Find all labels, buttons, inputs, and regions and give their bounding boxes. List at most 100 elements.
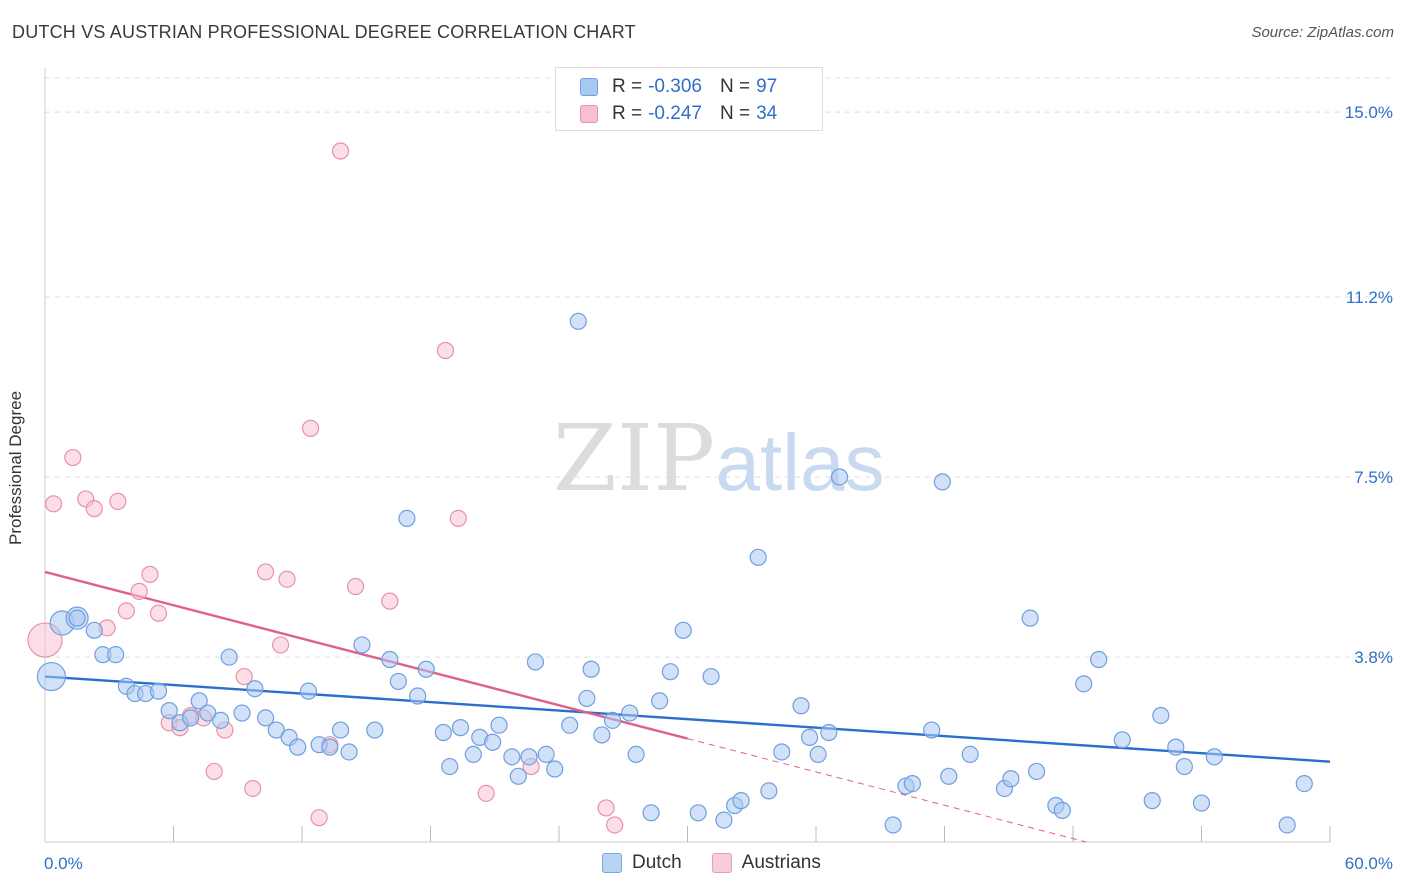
dutch-point bbox=[520, 748, 538, 766]
dutch-point bbox=[267, 721, 285, 739]
dutch-point bbox=[1053, 801, 1071, 819]
dutch-point bbox=[299, 682, 318, 700]
austrian-point bbox=[149, 604, 168, 622]
dutch-point bbox=[569, 312, 587, 330]
dutch-point bbox=[582, 660, 600, 678]
dutch-point bbox=[366, 721, 384, 739]
dutch-point bbox=[627, 745, 645, 764]
dutch-point bbox=[182, 709, 200, 727]
austrian-trend-extension bbox=[687, 738, 1087, 843]
dutch-point bbox=[593, 726, 611, 744]
legend-row-dutch: R = -0.306 N = 97 bbox=[580, 75, 777, 99]
austrian-point bbox=[109, 492, 127, 510]
y-tick-label: 3.8% bbox=[1354, 648, 1393, 667]
dutch-point bbox=[490, 716, 508, 734]
dutch-point bbox=[820, 723, 838, 742]
legend-n-label: N = bbox=[719, 103, 751, 124]
dutch-point bbox=[923, 721, 941, 739]
dutch-point bbox=[578, 689, 596, 708]
dutch-point bbox=[321, 738, 339, 756]
chart-title: DUTCH VS AUSTRIAN PROFESSIONAL DEGREE CO… bbox=[12, 22, 636, 42]
austrian-point bbox=[436, 341, 455, 360]
dutch-point bbox=[792, 697, 810, 715]
legend-swatch-dutch bbox=[602, 853, 622, 873]
dutch-point bbox=[220, 648, 238, 666]
legend-n-value-austrians: 34 bbox=[756, 103, 778, 124]
dutch-point bbox=[961, 745, 979, 764]
dutch-point bbox=[1143, 792, 1161, 810]
y-tick-label: 7.5% bbox=[1354, 468, 1393, 487]
dutch-point bbox=[933, 473, 951, 491]
dutch-point bbox=[1192, 794, 1211, 812]
dutch-point bbox=[199, 704, 217, 722]
dutch-point bbox=[256, 709, 275, 727]
dutch-point bbox=[561, 716, 579, 734]
dutch-point bbox=[1175, 757, 1193, 776]
austrian-point bbox=[301, 419, 320, 437]
dutch-point bbox=[409, 687, 427, 705]
dutch-point bbox=[1002, 770, 1020, 788]
dutch-point bbox=[800, 728, 819, 746]
y-tick-label: 15.0% bbox=[1345, 103, 1393, 122]
data-points bbox=[27, 142, 1313, 834]
series-legend: Dutch Austrians bbox=[602, 852, 851, 874]
austrian-point bbox=[449, 509, 467, 527]
dutch-point bbox=[674, 621, 692, 639]
dutch-point bbox=[546, 760, 564, 778]
dutch-point bbox=[661, 663, 679, 681]
dutch-point bbox=[160, 702, 178, 720]
dutch-point bbox=[1090, 650, 1108, 669]
austrian-trend-line bbox=[44, 570, 688, 740]
austrian-point bbox=[235, 667, 253, 686]
legend-label-dutch: Dutch bbox=[632, 852, 682, 873]
tick-labels: 3.8% 7.5% 11.2% 15.0% 0.0% 60.0% bbox=[44, 103, 1393, 873]
austrian-point bbox=[271, 636, 290, 654]
legend-r-label: R = bbox=[612, 103, 643, 124]
dutch-point bbox=[732, 792, 750, 810]
dutch-point bbox=[1152, 706, 1170, 725]
dutch-point bbox=[1278, 816, 1296, 834]
x-tick-label: 0.0% bbox=[44, 854, 83, 873]
source-label: Source: ZipAtlas.com bbox=[1251, 24, 1394, 41]
dutch-point bbox=[484, 733, 502, 751]
axes bbox=[44, 68, 1331, 843]
dutch-point bbox=[246, 680, 264, 698]
dutch-point bbox=[212, 711, 230, 729]
dutch-point bbox=[107, 646, 125, 664]
austrian-point bbox=[244, 779, 262, 798]
dutch-point bbox=[289, 738, 307, 756]
dutch-point bbox=[537, 745, 555, 764]
dutch-point bbox=[1205, 748, 1223, 766]
dutch-point bbox=[1027, 762, 1046, 781]
austrian-point bbox=[477, 784, 495, 802]
legend-item-austrians[interactable]: Austrians bbox=[711, 852, 821, 874]
legend-item-dutch[interactable]: Dutch bbox=[602, 852, 682, 874]
austrian-point bbox=[346, 577, 365, 596]
austrian-point bbox=[331, 142, 350, 160]
austrian-point bbox=[117, 602, 135, 620]
dutch-point bbox=[233, 704, 251, 722]
legend-swatch-austrians bbox=[580, 105, 598, 123]
x-tick-label: 60.0% bbox=[1345, 854, 1393, 873]
austrian-point bbox=[606, 816, 624, 834]
dutch-point bbox=[809, 745, 827, 764]
dutch-point bbox=[1167, 738, 1185, 756]
dutch-point bbox=[190, 692, 208, 710]
dutch-point bbox=[417, 660, 435, 678]
legend-label-austrians: Austrians bbox=[741, 852, 821, 873]
y-tick-label: 11.2% bbox=[1346, 288, 1393, 307]
dutch-point bbox=[389, 672, 407, 691]
dutch-point bbox=[68, 609, 86, 627]
dutch-point bbox=[830, 468, 849, 486]
dutch-point bbox=[642, 804, 660, 822]
legend-n-label: N = bbox=[719, 76, 751, 97]
dutch-point bbox=[689, 804, 707, 822]
austrian-point bbox=[64, 448, 82, 467]
dutch-point bbox=[85, 621, 103, 639]
austrian-point bbox=[278, 570, 296, 588]
legend-row-austrians: R = -0.247 N = 34 bbox=[580, 102, 777, 126]
dutch-point bbox=[715, 811, 733, 829]
austrian-point bbox=[44, 495, 63, 513]
legend-swatch-dutch bbox=[580, 78, 598, 96]
dutch-point bbox=[621, 704, 639, 722]
